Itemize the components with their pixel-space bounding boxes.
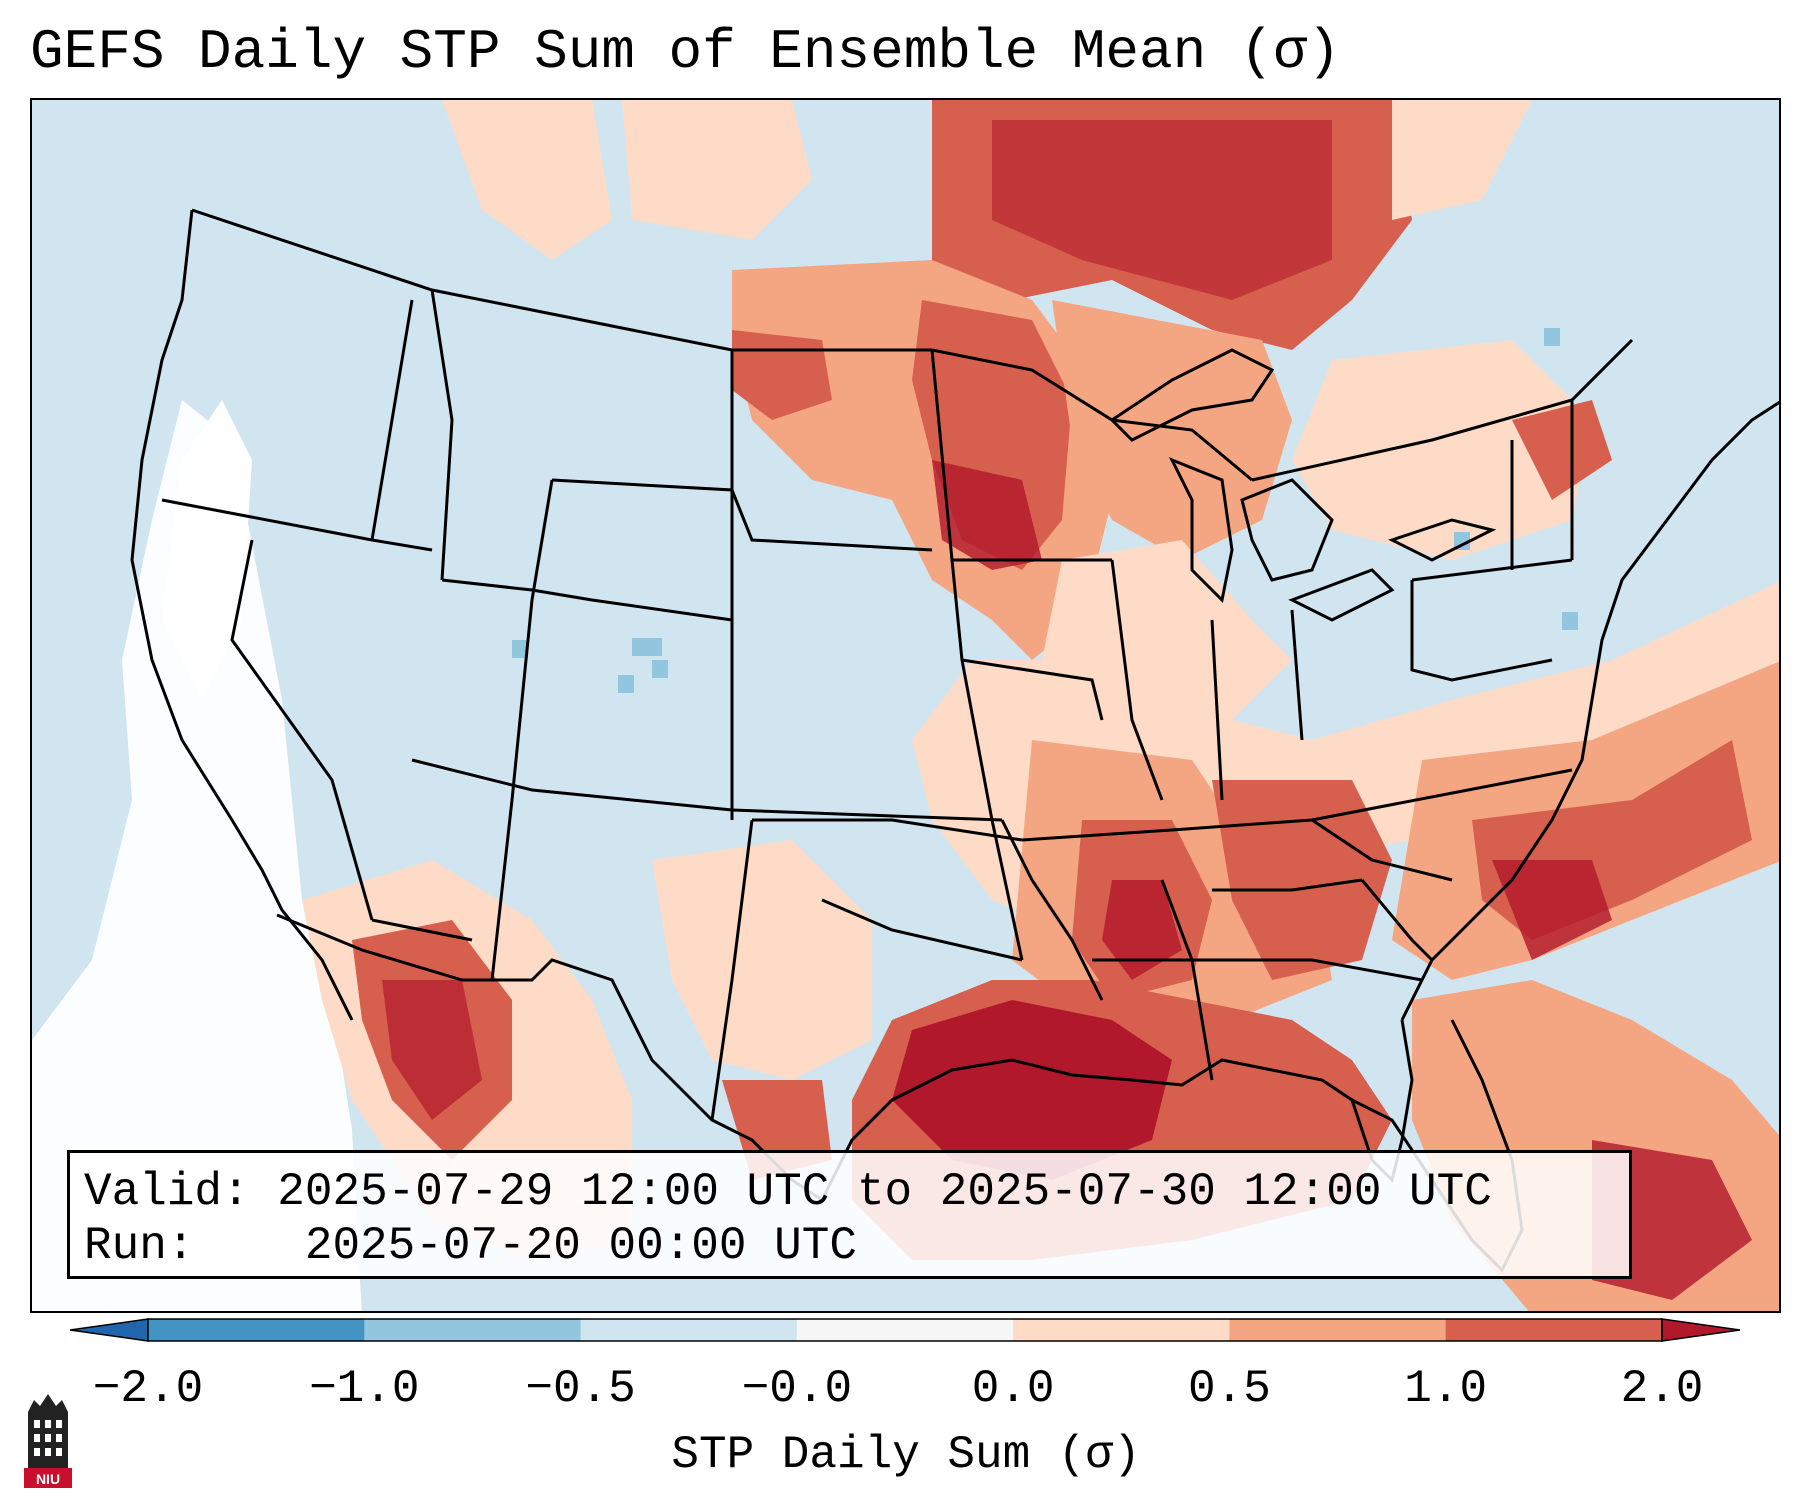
- colorbar-bin: [1013, 1319, 1230, 1341]
- colorbar-bin: [796, 1319, 1014, 1341]
- colorbar-bin: [580, 1319, 798, 1341]
- colorbar-tick-label: 0.0: [971, 1363, 1055, 1415]
- info-box: Valid: 2025-07-29 12:00 UTC to 2025-07-3…: [67, 1150, 1632, 1279]
- niu-logo: NIU: [24, 1394, 72, 1488]
- colorbar-bin: [1445, 1319, 1663, 1341]
- run-value: 2025-07-20 00:00 UTC: [304, 1220, 857, 1272]
- valid-value: 2025-07-29 12:00 UTC to 2025-07-30 12:00…: [277, 1166, 1492, 1218]
- valid-label: Valid:: [84, 1166, 250, 1218]
- colorbar-bin: [148, 1319, 365, 1341]
- colorbar-bin: [1229, 1319, 1447, 1341]
- colorbar-tick-label: 1.0: [1404, 1363, 1488, 1415]
- colorbar-extend-low: [70, 1318, 149, 1342]
- colorbar-tick-label: 2.0: [1620, 1363, 1704, 1415]
- colorbar-label: STP Daily Sum (σ): [671, 1429, 1141, 1481]
- colorbar-tick-label: −1.0: [309, 1363, 420, 1415]
- stp-map: [32, 100, 1779, 1311]
- colorbar-tick-label: −2.0: [92, 1363, 204, 1415]
- colorbar-extend-high: [1661, 1318, 1740, 1342]
- colorbar-bin: [364, 1319, 582, 1341]
- map-frame: [30, 98, 1781, 1313]
- run-label: Run:: [84, 1220, 195, 1272]
- colorbar-tick-label: 0.5: [1188, 1363, 1271, 1415]
- colorbar-tick-label: −0.5: [525, 1363, 636, 1415]
- svg-text:NIU: NIU: [36, 1471, 60, 1487]
- colorbar-tick-label: −0.0: [741, 1363, 853, 1415]
- page-title: GEFS Daily STP Sum of Ensemble Mean (σ): [30, 20, 1341, 84]
- colorbar: [70, 1318, 1740, 1342]
